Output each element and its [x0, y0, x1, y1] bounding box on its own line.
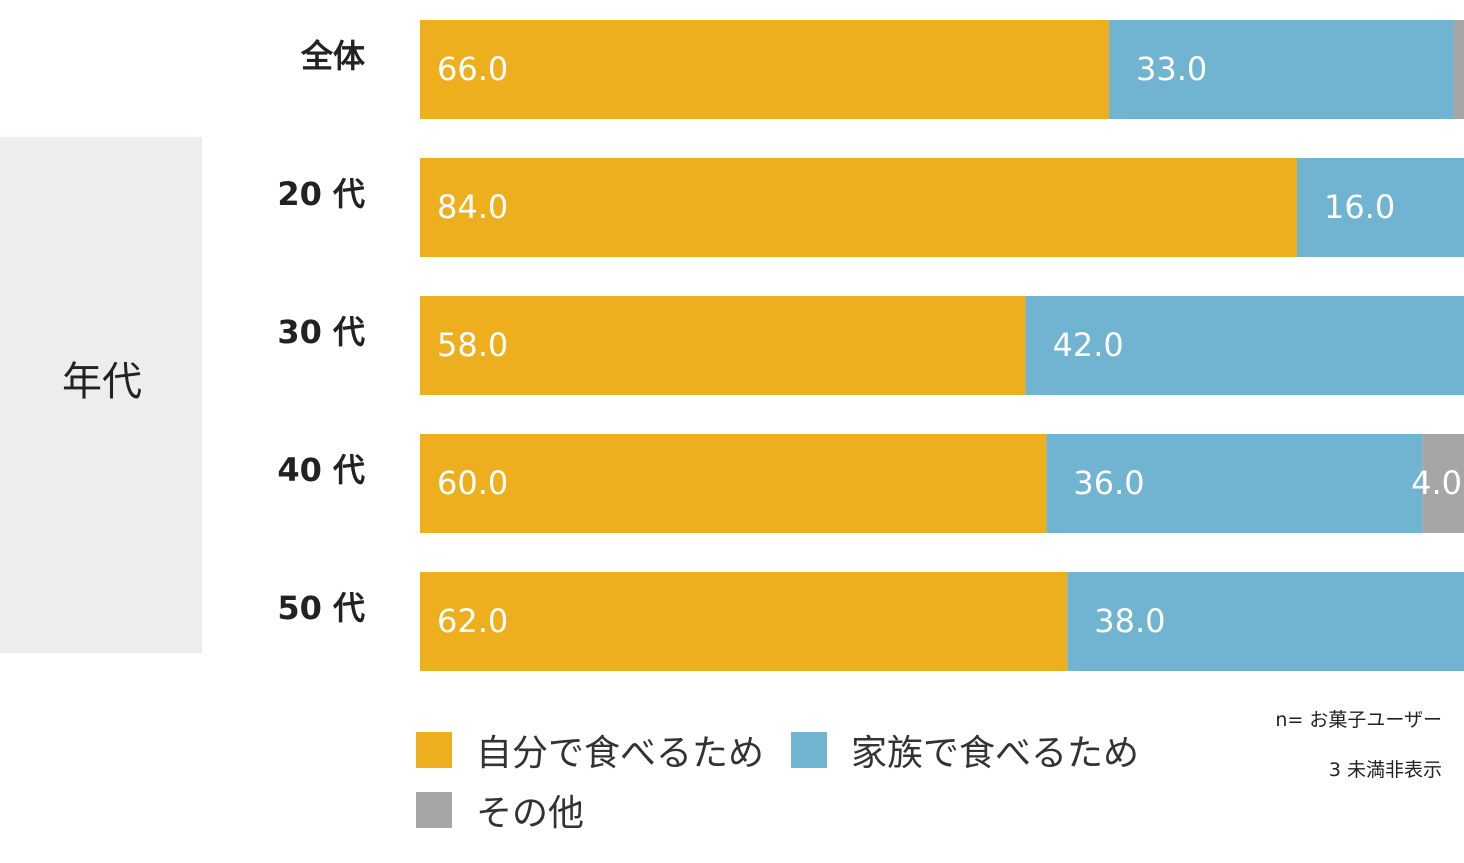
data-label: 36.0	[1073, 464, 1144, 502]
category-label: 40 代	[277, 451, 365, 489]
bar-segment-self	[420, 20, 1110, 119]
bar-segment-family	[1109, 20, 1454, 119]
data-label: 60.0	[437, 464, 508, 502]
data-label: 16.0	[1324, 188, 1395, 226]
bar-segment-self	[420, 296, 1026, 395]
data-label: 38.0	[1094, 602, 1165, 640]
category-label: 50 代	[277, 589, 365, 627]
category-label: 全体	[300, 37, 365, 75]
bar-segment-family	[1067, 572, 1464, 671]
bar-segment-self	[420, 434, 1047, 533]
bar-segment-family	[1296, 158, 1464, 257]
data-label: 66.0	[437, 50, 508, 88]
group-label: 年代	[62, 359, 142, 405]
data-label: 4.0	[1411, 464, 1462, 502]
legend-swatch-family	[791, 732, 827, 768]
bars-layer: 全体 66.0 33.0 20 代 84.0 16.0 30 代 58.0 42.0 40 代 60…	[277, 20, 1464, 671]
threshold-note: 3 未満非表示	[1328, 759, 1442, 781]
legend-label-family: 家族で食べるため	[851, 733, 1140, 774]
category-label: 20 代	[277, 175, 365, 213]
data-label: 58.0	[437, 326, 508, 364]
legend-label-other: その他	[476, 793, 585, 834]
bar-segment-self	[420, 572, 1068, 671]
legend-item-other: その他	[416, 784, 584, 836]
bar-segment-family	[1046, 434, 1423, 533]
data-label: 62.0	[437, 602, 508, 640]
bar-segment-other	[1453, 20, 1464, 119]
sample-note: n= お菓子ユーザー	[1275, 709, 1442, 731]
legend-item-family: 家族で食べるため	[791, 724, 1139, 776]
bar-segment-family	[1025, 296, 1464, 395]
legend-item-self: 自分で食べるため	[416, 724, 764, 776]
legend-swatch-self	[416, 732, 452, 768]
legend-swatch-other	[416, 792, 452, 828]
category-label: 30 代	[277, 313, 365, 351]
data-label: 33.0	[1136, 50, 1207, 88]
bar-segment-self	[420, 158, 1297, 257]
data-label: 42.0	[1053, 326, 1124, 364]
legend-label-self: 自分で食べるため	[476, 733, 765, 774]
stacked-bar-chart: 年代 全体 66.0 33.0 20 代 84.0 16.0 30 代 58.0 42.0 40 …	[0, 20, 1464, 671]
group-panel	[0, 137, 202, 653]
data-label: 84.0	[437, 188, 508, 226]
bar-segment-other	[1422, 434, 1464, 533]
